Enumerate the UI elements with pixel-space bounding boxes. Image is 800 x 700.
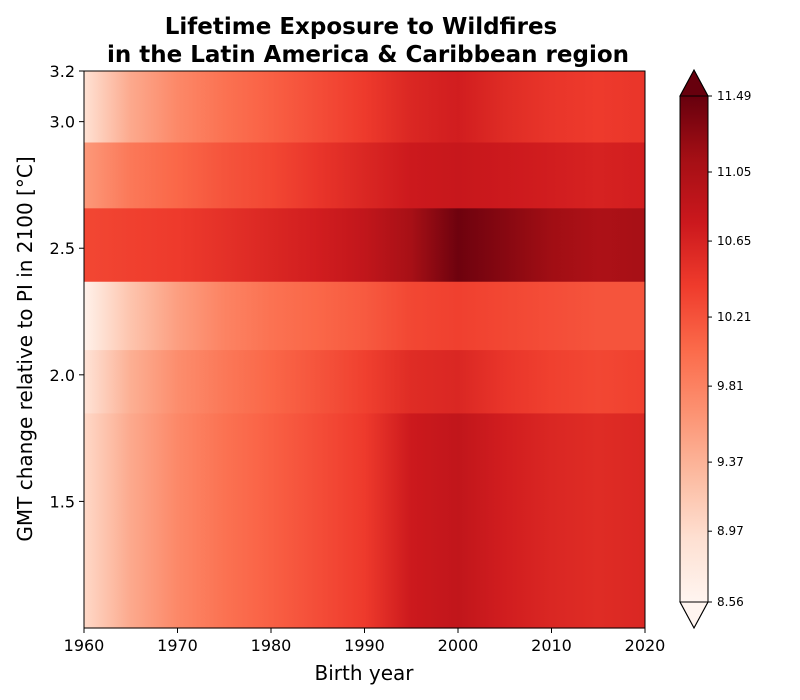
colorbar: 8.56 8.97 9.37 9.81 10.21 10.65 11.05 11.49	[679, 68, 751, 630]
y-tick-label: 1.5	[50, 492, 75, 511]
chart-title-line-2: in the Latin America & Caribbean region	[107, 42, 629, 68]
heatmap-band-2	[84, 281, 645, 351]
colorbar-tick-label: 10.65	[717, 234, 751, 248]
colorbar-tick-label: 11.05	[717, 165, 751, 179]
y-tick-label: 2.0	[50, 366, 75, 385]
heatmap-band-0	[84, 412, 645, 629]
y-axis: 1.5 2.0 2.5 3.0 3.2	[50, 62, 84, 511]
heatmap-band-1	[84, 349, 645, 414]
heatmap-band-3	[84, 207, 645, 282]
x-tick-label: 2020	[625, 636, 666, 655]
colorbar-tick-label: 10.21	[717, 310, 751, 324]
y-tick-label: 3.2	[50, 62, 75, 81]
colorbar-extend-max	[679, 68, 709, 97]
colorbar-tick-label: 9.37	[717, 455, 744, 469]
x-axis: 1960 1970 1980 1990 2000 2010 2020	[64, 628, 666, 655]
heatmap-band-4	[84, 141, 645, 209]
colorbar-tick-label: 8.56	[717, 595, 744, 609]
x-axis-label: Birth year	[315, 661, 415, 685]
y-tick-label: 2.5	[50, 239, 75, 258]
y-tick-label: 3.0	[50, 113, 75, 132]
x-tick-label: 1960	[64, 636, 105, 655]
x-tick-label: 1970	[157, 636, 198, 655]
y-axis-label: GMT change relative to PI in 2100 [°C]	[13, 156, 37, 541]
colorbar-tick-label: 8.97	[717, 524, 744, 538]
x-tick-label: 1980	[251, 636, 292, 655]
x-tick-label: 1990	[344, 636, 385, 655]
colorbar-ticks: 8.56 8.97 9.37 9.81 10.21 10.65 11.05 11.49	[708, 89, 751, 609]
x-tick-label: 2010	[531, 636, 572, 655]
colorbar-tick-label: 9.81	[717, 379, 744, 393]
colorbar-tick-label: 11.49	[717, 89, 751, 103]
chart-title-line-1: Lifetime Exposure to Wildfires	[165, 14, 558, 40]
colorbar-gradient	[680, 96, 708, 602]
x-tick-label: 2000	[438, 636, 479, 655]
colorbar-extend-min	[679, 601, 709, 630]
heatmap-band-5	[84, 71, 645, 143]
heatmap-plot-area	[84, 71, 645, 629]
